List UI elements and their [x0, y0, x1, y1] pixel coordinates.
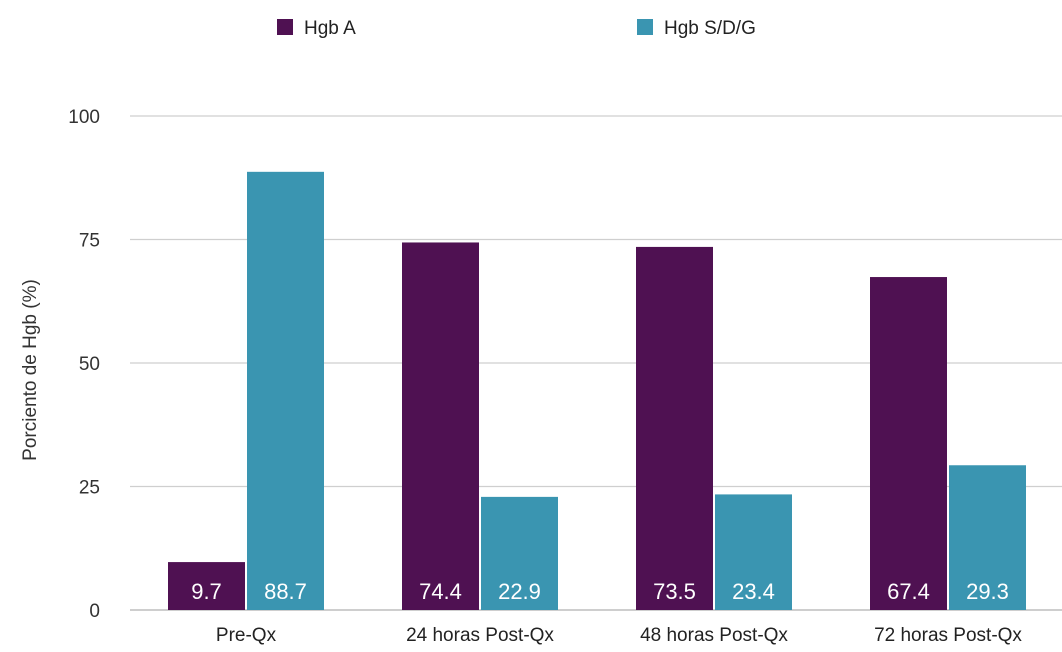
data-label: 74.4 [419, 579, 462, 604]
data-label: 67.4 [887, 579, 930, 604]
x-axis-categories: Pre-Qx 24 horas Post-Qx 48 horas Post-Qx 72… [216, 625, 1023, 646]
data-labels: 9.7 88.7 74.4 22.9 73.5 23.4 67.4 29.3 [191, 579, 1009, 604]
x-category-label: Pre-Qx [216, 625, 277, 646]
x-category-label: 48 horas Post-Qx [640, 625, 788, 646]
bar-hgb-sdg [247, 171, 324, 610]
y-axis-ticks: 0 25 50 75 100 [68, 107, 100, 622]
legend-label-hgb-sdg: Hgb S/D/G [664, 18, 756, 39]
data-label: 73.5 [653, 579, 696, 604]
bars [168, 171, 1026, 611]
bar-hgb-sdg [481, 496, 558, 610]
data-label: 22.9 [498, 579, 541, 604]
legend-label-hgb-a: Hgb A [304, 18, 356, 39]
data-label: 23.4 [732, 579, 775, 604]
y-tick-label: 100 [68, 107, 100, 128]
data-label: 88.7 [264, 579, 307, 604]
bar-hgb-a [870, 277, 947, 610]
x-category-label: 24 horas Post-Qx [406, 625, 554, 646]
bar-hgb-a [168, 562, 245, 610]
bar-hgb-sdg [715, 494, 792, 610]
y-axis-label: Porciento de Hgb (%) [20, 279, 41, 461]
y-tick-label: 75 [79, 231, 100, 252]
legend-swatch-hgb-a [277, 19, 293, 35]
x-category-label: 72 horas Post-Qx [874, 625, 1022, 646]
data-label: 9.7 [191, 579, 222, 604]
bar-hgb-sdg [949, 465, 1026, 610]
y-tick-label: 50 [79, 354, 100, 375]
data-label: 29.3 [966, 579, 1009, 604]
y-tick-label: 0 [89, 601, 100, 622]
y-tick-label: 25 [79, 478, 100, 499]
legend-swatch-hgb-sdg [637, 19, 653, 35]
legend: Hgb A Hgb S/D/G [277, 18, 756, 39]
bar-hgb-a [402, 242, 479, 611]
bar-hgb-a [636, 246, 713, 610]
